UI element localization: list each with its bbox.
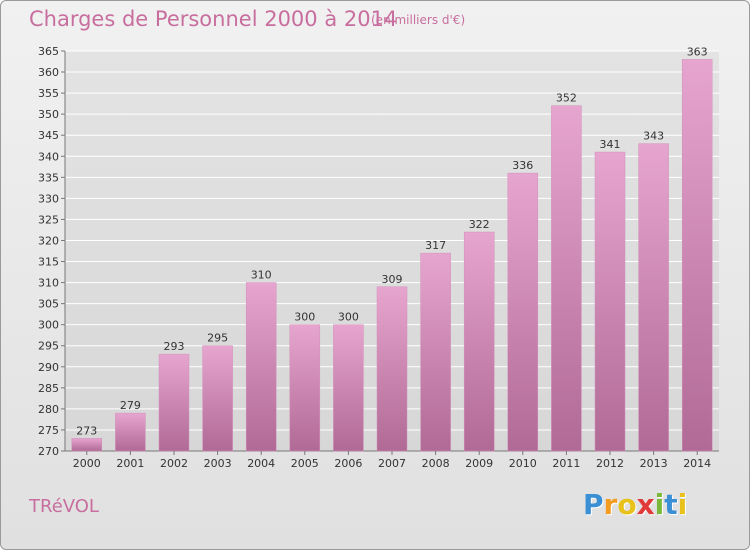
y-tick-label: 320	[38, 234, 59, 247]
x-tick-label-2005: 2005	[291, 457, 319, 470]
bar-2011	[551, 105, 582, 452]
commune-name: TRéVOL	[29, 496, 99, 517]
value-label-2003: 295	[207, 332, 228, 345]
value-label-2009: 322	[469, 218, 490, 231]
logo-letter: r	[603, 488, 618, 521]
x-tick-label-2008: 2008	[422, 457, 450, 470]
x-tick-label-2009: 2009	[465, 457, 493, 470]
logo-letter: i	[654, 488, 665, 521]
proxiti-logo: Proxiti	[583, 488, 687, 521]
chart-subtitle: (en milliers d'€)	[371, 13, 466, 27]
logo-letter: x	[636, 488, 655, 521]
y-tick-label: 310	[38, 277, 59, 290]
y-tick-label: 275	[38, 424, 59, 437]
x-tick-label-2001: 2001	[116, 457, 144, 470]
value-label-2004: 310	[251, 269, 272, 282]
bar-2009	[463, 231, 495, 452]
bar-2004	[245, 282, 277, 452]
value-label-2000: 273	[76, 424, 97, 437]
y-tick-label: 330	[38, 192, 59, 205]
bar-2003	[202, 345, 233, 452]
value-label-2014: 363	[687, 45, 708, 58]
y-tick-label: 345	[38, 129, 59, 142]
value-label-2002: 293	[164, 340, 185, 353]
y-tick-label: 355	[38, 87, 59, 100]
y-tick-label: 285	[38, 382, 59, 395]
chart-title: Charges de Personnel 2000 à 2014	[29, 7, 398, 31]
y-tick-label: 340	[38, 150, 59, 163]
value-label-2011: 352	[556, 92, 577, 105]
logo-letter: i	[677, 488, 688, 521]
bar-2006	[333, 324, 364, 452]
x-tick-label-2011: 2011	[552, 457, 580, 470]
x-tick-label-2006: 2006	[334, 457, 362, 470]
x-tick-label-2002: 2002	[160, 457, 188, 470]
value-label-2010: 336	[512, 159, 533, 172]
value-label-2005: 300	[294, 311, 315, 324]
y-tick-label: 360	[38, 66, 59, 79]
y-tick-label: 365	[38, 45, 59, 58]
bar-2014	[681, 59, 713, 452]
bar-2010	[507, 172, 539, 452]
x-tick-label-2003: 2003	[204, 457, 232, 470]
logo-letter: t	[664, 488, 678, 521]
y-tick-label: 295	[38, 340, 59, 353]
value-label-2007: 309	[382, 273, 403, 286]
x-tick-label-2014: 2014	[683, 457, 711, 470]
bar-2008	[420, 252, 451, 452]
y-tick-label: 305	[38, 298, 59, 311]
value-label-2006: 300	[338, 311, 359, 324]
value-label-2012: 341	[600, 138, 621, 151]
bar-2001	[115, 412, 146, 452]
bar-2000	[71, 438, 103, 452]
y-tick-label: 315	[38, 256, 59, 269]
logo-letter: o	[617, 488, 637, 521]
y-tick-label: 335	[38, 171, 59, 184]
x-tick-label-2013: 2013	[640, 457, 668, 470]
x-tick-label-2007: 2007	[378, 457, 406, 470]
x-tick-label-2004: 2004	[247, 457, 275, 470]
value-label-2013: 343	[643, 130, 664, 143]
bar-2013	[638, 143, 669, 452]
bar-2012	[594, 151, 626, 452]
value-label-2008: 317	[425, 239, 446, 252]
x-tick-label-2012: 2012	[596, 457, 624, 470]
bar-2005	[289, 324, 321, 452]
y-tick-label: 350	[38, 108, 59, 121]
y-tick-label: 290	[38, 361, 59, 374]
y-tick-label: 325	[38, 213, 59, 226]
y-tick-label: 270	[38, 445, 59, 458]
x-tick-label-2010: 2010	[509, 457, 537, 470]
x-tick-label-2000: 2000	[73, 457, 101, 470]
bar-2007	[376, 286, 408, 452]
bars: 273 279 293 295 310 300 300 309 317 322 336 352 341 3…	[71, 45, 713, 452]
x-axis: 2000 2001 2002 2003 2004 2005 2006 2007 2008 2009…	[73, 451, 711, 470]
y-tick-label: 300	[38, 319, 59, 332]
logo-letter: P	[583, 488, 604, 521]
value-label-2001: 279	[120, 399, 141, 412]
bar-2002	[158, 353, 190, 452]
y-tick-label: 280	[38, 403, 59, 416]
